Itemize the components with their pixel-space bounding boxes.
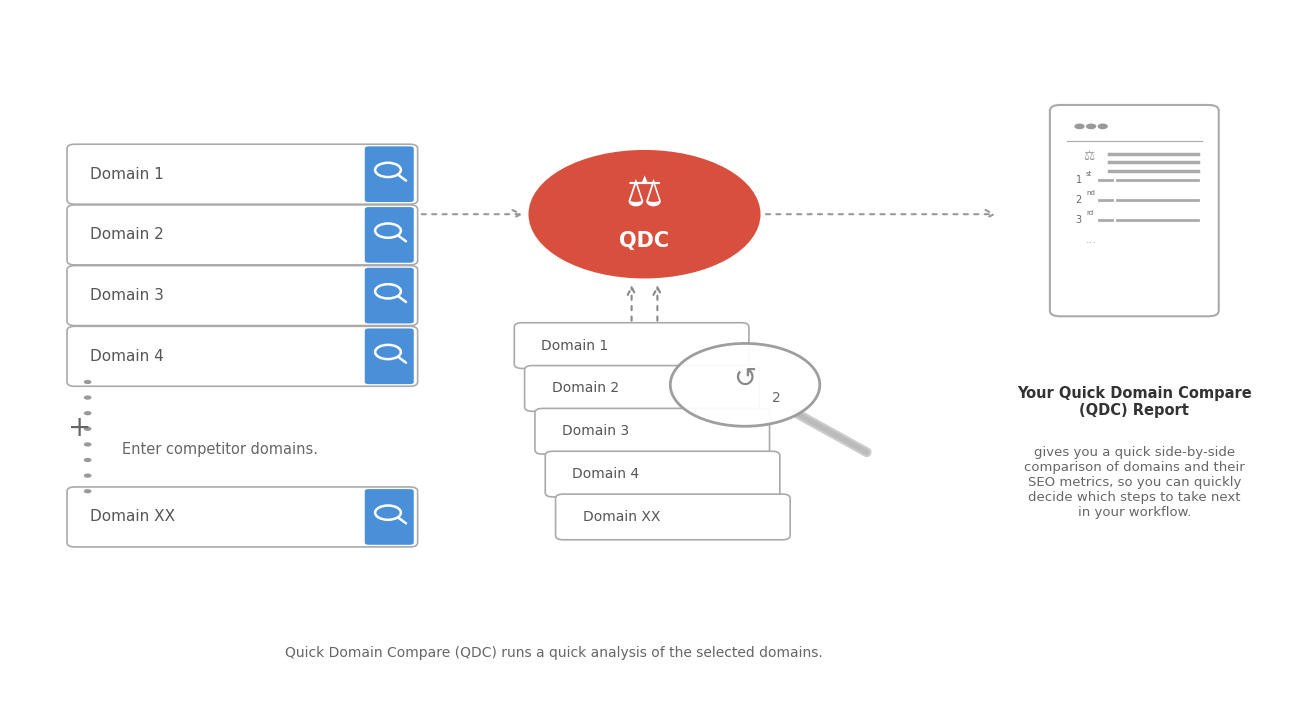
Text: st: st [1085, 171, 1092, 176]
FancyBboxPatch shape [556, 494, 790, 540]
FancyBboxPatch shape [535, 408, 770, 454]
Circle shape [670, 343, 820, 426]
Text: 3: 3 [1075, 215, 1081, 225]
Text: ...: ... [1085, 235, 1097, 245]
Text: Domain XX: Domain XX [583, 510, 660, 524]
FancyBboxPatch shape [514, 323, 749, 368]
Text: Enter competitor domains.: Enter competitor domains. [122, 442, 318, 458]
FancyBboxPatch shape [67, 487, 418, 547]
Circle shape [84, 458, 92, 462]
FancyBboxPatch shape [67, 144, 418, 204]
FancyBboxPatch shape [365, 328, 414, 384]
Text: 1: 1 [1075, 175, 1081, 185]
Text: Domain 2: Domain 2 [552, 381, 619, 396]
Text: ↺: ↺ [733, 365, 757, 393]
Circle shape [84, 396, 92, 400]
Text: Domain XX: Domain XX [90, 509, 175, 525]
Text: Domain 4: Domain 4 [572, 467, 639, 481]
Text: 2: 2 [1075, 195, 1081, 205]
Circle shape [1085, 124, 1096, 129]
FancyBboxPatch shape [365, 489, 414, 545]
Text: ⚖: ⚖ [1083, 150, 1094, 163]
FancyBboxPatch shape [365, 146, 414, 202]
Circle shape [84, 489, 92, 493]
Circle shape [1097, 124, 1107, 129]
FancyBboxPatch shape [545, 451, 780, 497]
Circle shape [1074, 124, 1084, 129]
Text: Domain 3: Domain 3 [562, 424, 629, 438]
Text: +: + [68, 414, 92, 443]
FancyBboxPatch shape [67, 205, 418, 265]
Text: 2: 2 [772, 391, 780, 405]
Text: Domain 1: Domain 1 [90, 166, 164, 182]
Text: rd: rd [1085, 211, 1093, 216]
Text: Domain 4: Domain 4 [90, 348, 164, 364]
Text: Your Quick Domain Compare
(QDC) Report: Your Quick Domain Compare (QDC) Report [1017, 386, 1252, 418]
FancyBboxPatch shape [365, 268, 414, 323]
Text: ⚖: ⚖ [626, 174, 663, 215]
Text: nd: nd [1085, 191, 1094, 196]
Circle shape [84, 473, 92, 478]
FancyBboxPatch shape [525, 366, 759, 411]
Text: QDC: QDC [620, 231, 669, 251]
Text: Domain 2: Domain 2 [90, 227, 164, 243]
Circle shape [84, 427, 92, 431]
Text: Domain 3: Domain 3 [90, 288, 164, 303]
Circle shape [528, 150, 761, 278]
Text: Domain 1: Domain 1 [541, 338, 608, 353]
Circle shape [84, 380, 92, 384]
FancyBboxPatch shape [365, 207, 414, 263]
FancyBboxPatch shape [67, 326, 418, 386]
Text: gives you a quick side-by-side
comparison of domains and their
SEO metrics, so y: gives you a quick side-by-side compariso… [1023, 446, 1245, 519]
Text: Quick Domain Compare (QDC) runs a quick analysis of the selected domains.: Quick Domain Compare (QDC) runs a quick … [285, 646, 824, 660]
Circle shape [84, 411, 92, 416]
Circle shape [84, 442, 92, 446]
FancyBboxPatch shape [1049, 105, 1218, 316]
FancyBboxPatch shape [67, 266, 418, 326]
